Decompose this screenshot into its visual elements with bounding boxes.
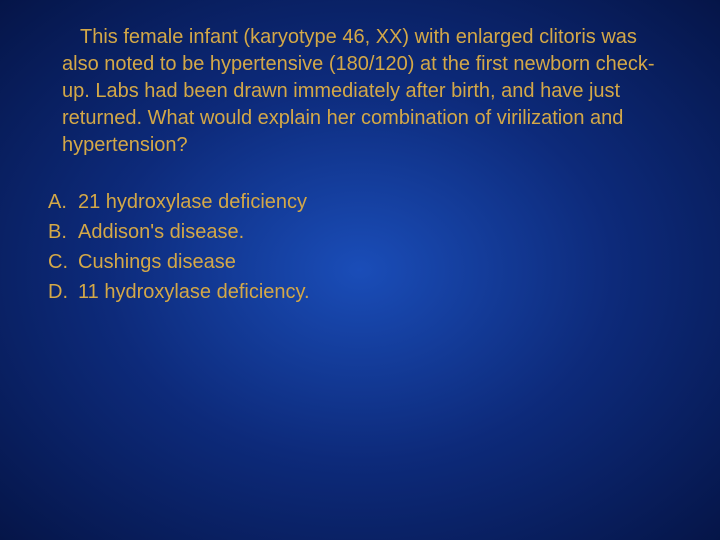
option-text: Cushings disease — [78, 247, 236, 277]
option-a: A. 21 hydroxylase deficiency — [48, 187, 660, 217]
options-list: A. 21 hydroxylase deficiency B. Addison'… — [48, 187, 660, 307]
option-letter: D. — [48, 277, 78, 307]
question-text: This female infant (karyotype 46, XX) wi… — [48, 24, 660, 159]
option-letter: C. — [48, 247, 78, 277]
option-c: C. Cushings disease — [48, 247, 660, 277]
option-letter: A. — [48, 187, 78, 217]
option-letter: B. — [48, 217, 78, 247]
option-text: 11 hydroxylase deficiency. — [78, 277, 310, 307]
option-text: Addison's disease. — [78, 217, 244, 247]
option-text: 21 hydroxylase deficiency — [78, 187, 307, 217]
option-b: B. Addison's disease. — [48, 217, 660, 247]
option-d: D. 11 hydroxylase deficiency. — [48, 277, 660, 307]
